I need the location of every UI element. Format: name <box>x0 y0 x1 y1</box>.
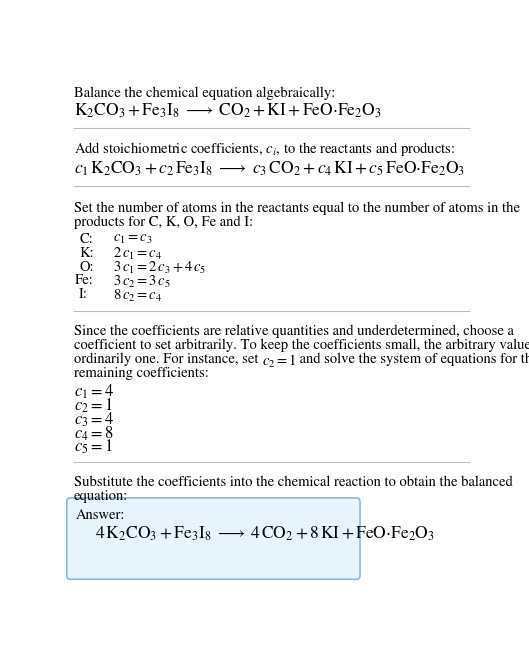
FancyBboxPatch shape <box>67 498 360 579</box>
Text: $4\,\mathrm{K_2CO_3} + \mathrm{Fe_3I_8} \;\longrightarrow\; 4\,\mathrm{CO_2} + 8: $4\,\mathrm{K_2CO_3} + \mathrm{Fe_3I_8} … <box>95 524 435 543</box>
Text: coefficient to set arbitrarily. To keep the coefficients small, the arbitrary va: coefficient to set arbitrarily. To keep … <box>74 339 529 352</box>
Text: $8\,c_2 = c_4$: $8\,c_2 = c_4$ <box>113 288 162 304</box>
Text: $\mathrm{K_2CO_3 + Fe_3I_8 \;\longrightarrow\; CO_2 + KI + FeO{\cdot}Fe_2O_3}$: $\mathrm{K_2CO_3 + Fe_3I_8 \;\longrighta… <box>74 101 381 120</box>
Text: O:: O: <box>79 260 94 273</box>
Text: Since the coefficients are relative quantities and underdetermined, choose a: Since the coefficients are relative quan… <box>74 325 513 338</box>
Text: Add stoichiometric coefficients, $c_i$, to the reactants and products:: Add stoichiometric coefficients, $c_i$, … <box>74 140 454 158</box>
Text: $2\,c_1 = c_4$: $2\,c_1 = c_4$ <box>113 246 162 262</box>
Text: $c_1\,\mathrm{K_2CO_3} + c_2\,\mathrm{Fe_3I_8} \;\longrightarrow\; c_3\,\mathrm{: $c_1\,\mathrm{K_2CO_3} + c_2\,\mathrm{Fe… <box>74 159 464 177</box>
Text: Substitute the coefficients into the chemical reaction to obtain the balanced: Substitute the coefficients into the che… <box>74 476 512 489</box>
Text: $3\,c_1 = 2\,c_3 + 4\,c_5$: $3\,c_1 = 2\,c_3 + 4\,c_5$ <box>113 260 207 276</box>
Text: $c_3 = 4$: $c_3 = 4$ <box>74 410 114 429</box>
Text: C:: C: <box>79 233 93 246</box>
Text: Fe:: Fe: <box>74 274 93 287</box>
Text: equation:: equation: <box>74 490 128 503</box>
Text: products for C, K, O, Fe and I:: products for C, K, O, Fe and I: <box>74 215 253 229</box>
Text: I:: I: <box>79 288 88 301</box>
Text: $c_1 = c_3$: $c_1 = c_3$ <box>113 233 153 246</box>
Text: ordinarily one. For instance, set: ordinarily one. For instance, set <box>74 353 262 366</box>
Text: $c_2 = 1$: $c_2 = 1$ <box>262 353 296 370</box>
Text: Balance the chemical equation algebraically:: Balance the chemical equation algebraica… <box>74 86 335 99</box>
Text: K:: K: <box>79 246 94 259</box>
Text: remaining coefficients:: remaining coefficients: <box>74 366 208 380</box>
Text: $3\,c_2 = 3\,c_5$: $3\,c_2 = 3\,c_5$ <box>113 274 171 290</box>
Text: $c_1 = 4$: $c_1 = 4$ <box>74 383 114 401</box>
Text: Set the number of atoms in the reactants equal to the number of atoms in the: Set the number of atoms in the reactants… <box>74 201 519 215</box>
Text: $c_4 = 8$: $c_4 = 8$ <box>74 424 113 443</box>
Text: and solve the system of equations for the: and solve the system of equations for th… <box>296 353 529 366</box>
Text: $c_5 = 1$: $c_5 = 1$ <box>74 438 112 456</box>
Text: $c_2 = 1$: $c_2 = 1$ <box>74 396 112 415</box>
Text: Answer:: Answer: <box>76 508 125 522</box>
